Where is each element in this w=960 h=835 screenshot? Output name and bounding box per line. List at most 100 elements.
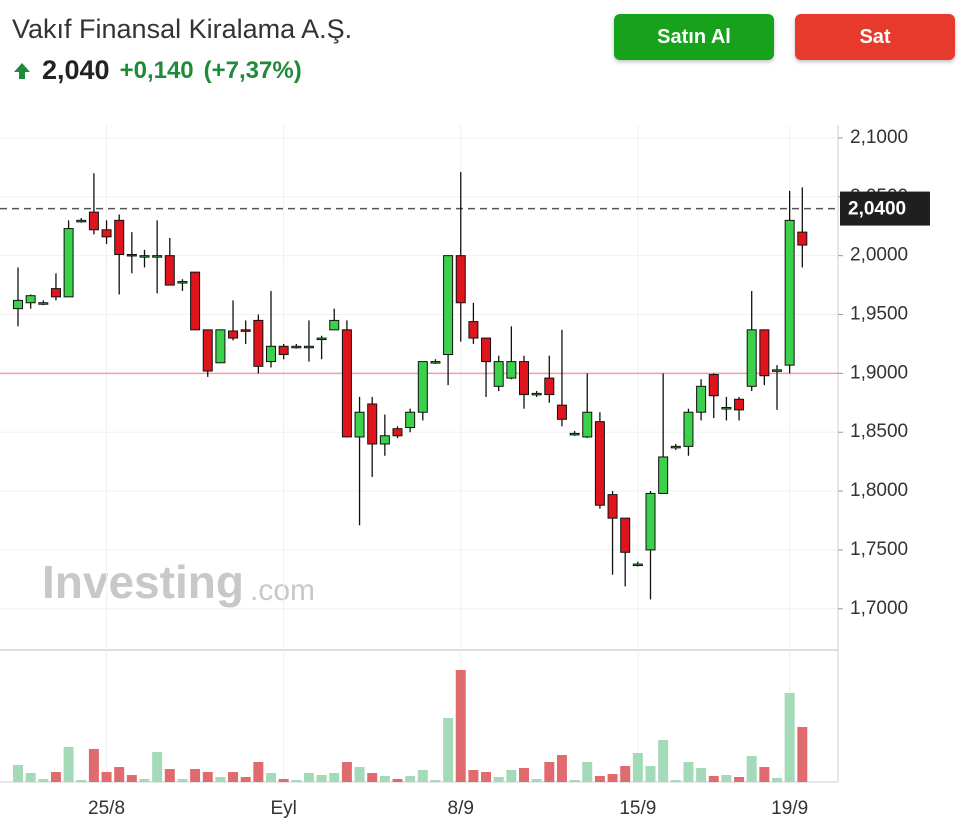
candle-body [544,377,555,396]
x-tick-label: 19/9 [771,798,808,819]
volume-bar [734,777,745,782]
candle-body [253,319,264,367]
volume-bar [392,779,403,782]
candle-body [190,271,201,331]
candle-body [468,321,479,339]
volume-bar [417,770,428,782]
x-tick-label: 25/8 [88,798,125,819]
volume-bar [202,772,213,782]
last-price-tag [840,191,930,226]
candle-body [506,361,517,379]
candle-body [152,255,163,258]
candle-body [38,302,49,305]
candle-body [772,369,782,372]
candle-body [784,219,795,366]
volume-bar [468,770,479,782]
candle-body [164,255,175,286]
volume-bar [531,779,542,782]
candle-body [759,329,770,377]
last-price-label: 2,0400 [848,199,906,220]
y-tick-label: 2,0000 [850,245,908,266]
candle-body [443,255,454,356]
volume-bar [379,776,390,782]
candle-body [76,219,87,223]
x-tick-label: 8/9 [448,798,474,819]
candle-body [316,337,327,341]
volume-bar [721,775,732,782]
volume-bar [658,740,669,782]
volume-bar [329,773,340,782]
candle-body [341,329,352,438]
candle-body [721,407,732,410]
volume-bar [228,772,239,782]
candle-body [13,299,23,310]
volume-bar [569,780,580,782]
volume-bar [76,780,87,782]
volume-bar [291,780,302,782]
volume-bar [430,780,441,782]
volume-bar [556,755,567,782]
x-tick-label: 15/9 [619,798,656,819]
volume-bar [164,769,175,782]
candle-body [88,211,99,231]
candle-body [455,255,466,304]
volume-bar [253,762,264,782]
candle-body [797,231,808,246]
candle-body [531,392,542,396]
volume-bar [354,767,365,782]
y-tick-label: 1,8000 [850,480,908,501]
candle-body [379,435,390,445]
candle-body [202,329,213,372]
candle-body [556,404,567,420]
candle-body [367,403,378,445]
y-tick-label: 1,7500 [850,539,908,560]
candle-body [63,228,74,298]
volume-bar [620,766,631,782]
volume-bar [582,762,593,782]
watermark-brand: Investing [42,556,244,608]
candle-body [569,432,580,436]
change: +0,140 [119,56,194,84]
buy-button[interactable]: Satın Al [614,14,774,60]
volume-bar [114,767,125,782]
candle-body [329,319,340,331]
sell-button[interactable]: Sat [795,14,955,60]
candle-body [177,281,188,284]
volume-bar [607,774,618,782]
candle-body [354,411,365,438]
volume-bar [594,776,605,782]
volume-bar [278,779,289,782]
volume-bar [266,773,276,782]
candle-body [658,456,669,494]
change-percent: (+7,37%) [203,56,302,84]
candle-body [126,253,137,257]
y-tick-label: 1,9000 [850,362,908,383]
volume-bar [797,727,808,782]
candle-body [392,428,403,437]
candle-body [594,421,605,506]
volume-bar [341,762,352,782]
candle-body [278,345,289,356]
volume-bar [316,775,327,782]
candle-body [101,229,112,238]
instrument-title: Vakıf Finansal Kiralama A.Ş. [12,14,353,44]
volume-bar [632,753,643,782]
candle-body [215,329,226,364]
candle-body [139,255,150,258]
volume-bar [696,768,707,782]
candle-body [607,494,618,519]
candle-body [632,563,643,567]
candle-body [481,337,492,363]
volume-bar [443,718,454,782]
volume-bar [519,768,529,782]
volume-bar [670,780,681,782]
volume-bar [25,773,36,782]
volume-bar [493,777,504,782]
volume-bar [506,770,517,782]
volume-bar [126,775,137,782]
x-tick-label: Eyl [270,798,296,819]
volume-bar [303,773,314,782]
candle-body [746,329,757,387]
